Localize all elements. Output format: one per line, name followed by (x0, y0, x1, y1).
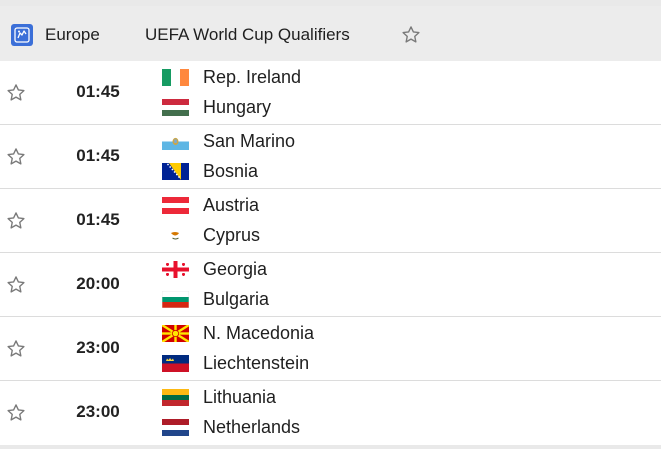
home-team-name: N. Macedonia (203, 322, 315, 343)
home-team-name: Rep. Ireland (203, 66, 302, 87)
match-time: 01:45 (76, 210, 120, 229)
star-outline-icon[interactable] (5, 146, 27, 168)
match-time: 20:00 (76, 274, 120, 293)
away-team[interactable]: Hungary (162, 95, 271, 119)
ireland-flag (162, 68, 189, 86)
home-team[interactable]: Lithuania (162, 385, 276, 409)
europe-icon (11, 24, 33, 46)
region-name[interactable]: Europe (45, 25, 100, 44)
away-team[interactable]: Liechtenstein (162, 351, 309, 375)
home-team-name: Lithuania (203, 386, 277, 407)
away-team-name: Bosnia (203, 160, 259, 181)
match-row[interactable]: 20:00 Georgia Bulgaria (0, 253, 661, 317)
lithuania-flag (162, 388, 189, 406)
competition-header: Europe UEFA World Cup Qualifiers (0, 6, 661, 61)
away-team[interactable]: Cyprus (162, 223, 260, 247)
star-outline-icon[interactable] (5, 338, 27, 360)
netherlands-flag (162, 418, 189, 436)
away-team-name: Liechtenstein (203, 352, 310, 373)
star-outline-icon[interactable] (5, 402, 27, 424)
austria-flag (162, 196, 189, 214)
away-team-name: Hungary (203, 96, 272, 117)
home-team[interactable]: N. Macedonia (162, 321, 314, 345)
match-row[interactable]: 01:45 Rep. Ireland Hungary (0, 61, 661, 125)
away-team-name: Cyprus (203, 224, 261, 245)
georgia-flag (162, 260, 189, 278)
away-team[interactable]: Bulgaria (162, 287, 269, 311)
match-list: 01:45 Rep. Ireland Hungary 01:45 (0, 61, 661, 445)
san-marino-flag (162, 132, 189, 150)
away-team-name: Netherlands (203, 416, 301, 437)
hungary-flag (162, 98, 189, 116)
liechtenstein-flag (162, 354, 189, 372)
competition-name[interactable]: UEFA World Cup Qualifiers (145, 25, 350, 44)
star-outline-icon[interactable] (5, 274, 27, 296)
star-outline-icon[interactable] (5, 82, 27, 104)
match-time: 01:45 (76, 82, 120, 101)
cyprus-flag (162, 226, 189, 244)
star-outline-icon[interactable] (5, 210, 27, 232)
home-team-name: Austria (203, 194, 260, 215)
home-team-name: Georgia (203, 258, 268, 279)
home-team[interactable]: San Marino (162, 129, 295, 153)
match-time: 23:00 (76, 338, 120, 357)
away-team[interactable]: Bosnia (162, 159, 258, 183)
match-time: 23:00 (76, 402, 120, 421)
star-outline-icon[interactable] (400, 24, 422, 46)
match-row[interactable]: 23:00 Lithuania Netherlands (0, 381, 661, 445)
home-team[interactable]: Rep. Ireland (162, 65, 301, 89)
bulgaria-flag (162, 290, 189, 308)
match-row[interactable]: 01:45 San Marino Bosnia (0, 125, 661, 189)
match-row[interactable]: 23:00 N. Macedonia Liechtenstein (0, 317, 661, 381)
home-team[interactable]: Austria (162, 193, 259, 217)
home-team-name: San Marino (203, 130, 296, 151)
match-row[interactable]: 01:45 Austria Cyprus (0, 189, 661, 253)
away-team[interactable]: Netherlands (162, 415, 300, 439)
bosnia-flag (162, 162, 189, 180)
away-team-name: Bulgaria (203, 288, 270, 309)
north-macedonia-flag (162, 324, 189, 342)
home-team[interactable]: Georgia (162, 257, 267, 281)
match-time: 01:45 (76, 146, 120, 165)
